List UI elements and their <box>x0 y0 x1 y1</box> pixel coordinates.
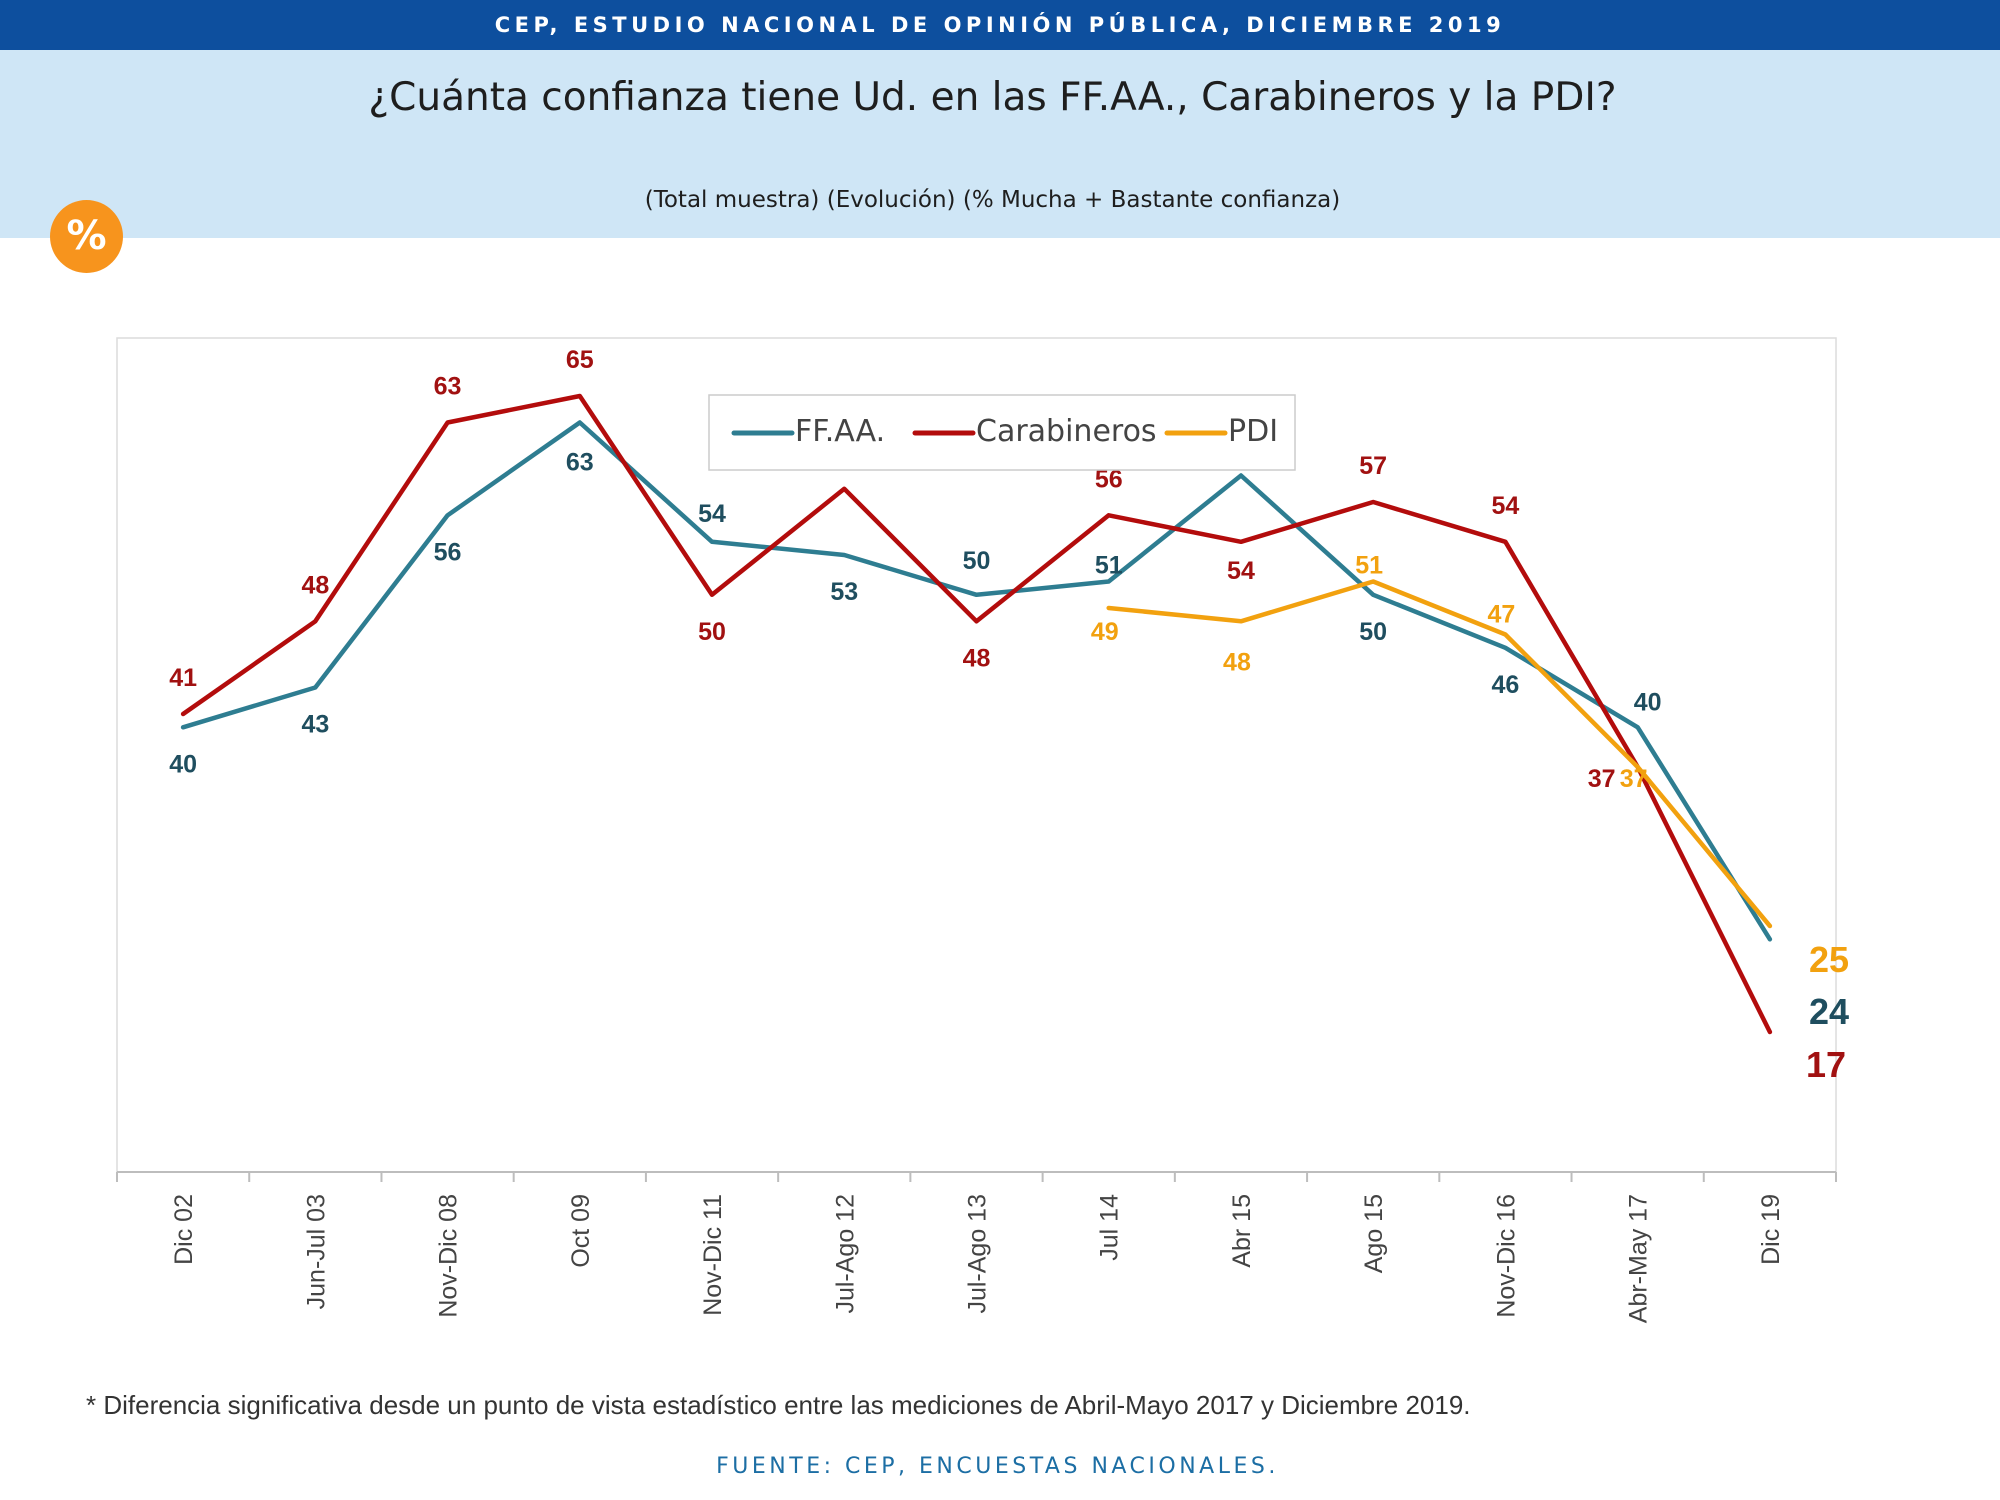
data-label-ffaa: 50 <box>1359 618 1387 646</box>
x-tick-label: Dic 19 <box>1757 1194 1785 1265</box>
data-label-ffaa: 46 <box>1492 671 1520 699</box>
data-label-carabineros: 65 <box>566 346 594 374</box>
data-label-pdi: 49 <box>1091 618 1119 646</box>
data-label-carabineros: 37 <box>1588 765 1616 793</box>
header-band <box>0 50 2000 238</box>
data-label-ffaa-final: 24 <box>1809 991 1849 1032</box>
data-label-carabineros: 54 <box>1492 492 1520 520</box>
x-tick-label: Jul-Ago 12 <box>831 1194 859 1314</box>
x-tick-label: Jul-Ago 13 <box>964 1194 992 1314</box>
chart-title: ¿Cuánta confianza tiene Ud. en las FF.AA… <box>368 75 1617 120</box>
data-label-carabineros: 50 <box>698 618 726 646</box>
series-line-pdi <box>1106 579 1773 929</box>
data-label-ffaa: 40 <box>169 750 197 778</box>
series-line-carabineros <box>180 393 1773 1035</box>
data-label-ffaa: 63 <box>566 449 594 477</box>
legend-label-carabineros: Carabineros <box>976 414 1157 449</box>
source-note: FUENTE: CEP, ENCUESTAS NACIONALES. <box>716 1454 1279 1479</box>
data-label-carabineros: 63 <box>434 373 462 401</box>
legend-label-pdi: PDI <box>1228 414 1278 449</box>
x-tick-label: Oct 09 <box>567 1194 595 1268</box>
data-label-ffaa: 51 <box>1095 552 1123 580</box>
x-tick-label: Nov-Dic 16 <box>1492 1194 1520 1318</box>
footnote: * Diferencia significativa desde un punt… <box>86 1390 1471 1420</box>
data-label-carabineros: 48 <box>963 644 991 672</box>
legend-box <box>708 394 1296 471</box>
data-label-ffaa: 43 <box>301 711 329 739</box>
x-tick-label: Abr 15 <box>1228 1194 1256 1268</box>
x-tick-label: Jul 14 <box>1096 1194 1124 1261</box>
data-label-ffaa: 50 <box>963 547 991 575</box>
data-label-carabineros: 48 <box>301 571 329 599</box>
top-banner: CEP, ESTUDIO NACIONAL DE OPINIÓN PÚBLICA… <box>0 0 2000 50</box>
percent-badge-icon: % <box>50 200 123 273</box>
x-tick-label: Jun-Jul 03 <box>302 1194 330 1309</box>
data-label-pdi: 47 <box>1488 601 1516 629</box>
x-tick-label: Dic 02 <box>170 1194 198 1265</box>
x-tick-label: Nov-Dic 11 <box>699 1194 727 1316</box>
data-label-pdi: 37 <box>1620 765 1648 793</box>
x-tick-label: Nov-Dic 08 <box>435 1194 463 1318</box>
data-label-ffaa: 54 <box>698 500 726 528</box>
x-tick-label: Abr-May 17 <box>1625 1194 1653 1323</box>
data-label-pdi: 48 <box>1223 648 1251 676</box>
data-label-carabineros: 41 <box>169 664 197 692</box>
chart-subtitle: (Total muestra) (Evolución) (% Mucha + B… <box>644 187 1341 213</box>
series-line-ffaa <box>180 420 1773 942</box>
legend-label-ffaa: FF.AA. <box>795 414 885 449</box>
data-label-ffaa: 40 <box>1634 688 1662 716</box>
data-label-carabineros: 54 <box>1227 557 1255 585</box>
data-label-pdi: 51 <box>1355 552 1383 580</box>
data-label-carabineros: 57 <box>1359 452 1387 480</box>
x-tick-label: Ago 15 <box>1360 1194 1388 1273</box>
data-label-ffaa: 56 <box>434 538 462 566</box>
data-label-ffaa: 53 <box>830 578 858 606</box>
data-label-pdi-final: 25 <box>1809 939 1849 980</box>
data-label-carabineros-final: 17 <box>1806 1044 1846 1085</box>
